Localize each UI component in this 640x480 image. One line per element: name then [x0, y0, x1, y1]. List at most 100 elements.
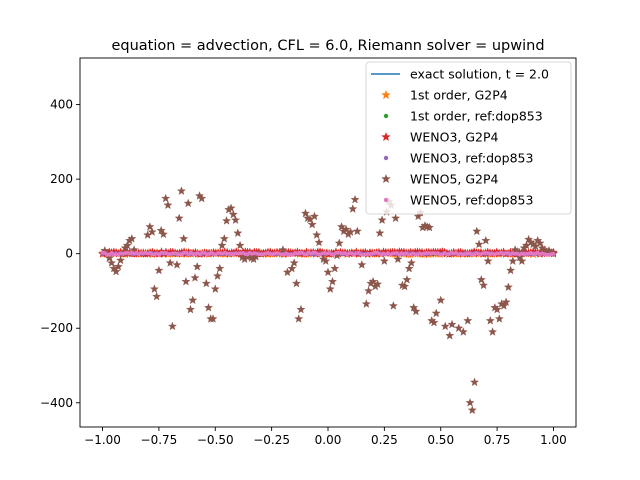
- data-point: [341, 224, 351, 234]
- x-tick-label: 0.75: [484, 433, 511, 447]
- data-point: [179, 233, 189, 243]
- data-point: [163, 200, 173, 210]
- x-tick-label: −0.25: [253, 433, 290, 447]
- data-point: [479, 280, 489, 290]
- data-point: [296, 304, 306, 314]
- data-point: [228, 209, 238, 219]
- data-point: [501, 297, 511, 306]
- data-point: [445, 330, 455, 340]
- data-point: [494, 314, 504, 323]
- data-point: [391, 213, 401, 223]
- data-point: [172, 260, 182, 269]
- data-point: [208, 314, 218, 323]
- data-point: [375, 228, 385, 238]
- data-point: [346, 227, 356, 236]
- x-tick-label: 0.25: [371, 433, 398, 447]
- data-point: [429, 317, 439, 327]
- data-point: [154, 265, 164, 275]
- data-point: [400, 281, 410, 291]
- data-point: [503, 282, 513, 292]
- data-point: [116, 255, 126, 265]
- legend-box: [365, 61, 572, 215]
- data-point: [165, 258, 175, 267]
- legend-swatch: [383, 155, 389, 161]
- data-point: [508, 256, 518, 265]
- legend-label: WENO3, ref:dop853: [410, 151, 533, 166]
- data-point: [377, 215, 387, 224]
- data-point: [447, 319, 457, 329]
- data-point: [409, 302, 419, 312]
- data-point: [212, 271, 223, 280]
- x-tick-label: −0.75: [141, 433, 178, 447]
- data-point: [402, 274, 412, 284]
- data-point: [440, 321, 450, 331]
- data-point: [458, 327, 468, 336]
- y-tick-label: −400: [40, 396, 73, 410]
- legend-label: WENO5, G2P4: [410, 172, 499, 187]
- data-point: [309, 211, 320, 221]
- data-point: [393, 254, 403, 264]
- data-point: [287, 263, 297, 273]
- data-point: [210, 284, 220, 293]
- legend-swatch: [381, 131, 391, 142]
- data-point: [515, 252, 525, 262]
- data-point: [357, 260, 367, 269]
- data-point: [323, 267, 333, 277]
- data-point: [226, 203, 236, 213]
- data-point: [217, 240, 227, 250]
- data-point: [368, 276, 378, 286]
- data-point: [325, 284, 335, 293]
- data-point: [472, 226, 482, 236]
- data-point: [454, 323, 464, 333]
- axes: −1.00 −0.75 −0.50 −0.25 0.00 0.25 0.50 0.75 1.00…: [40, 57, 577, 447]
- legend-label: 1st order, ref:dop853: [410, 109, 543, 124]
- data-point: [158, 229, 168, 239]
- data-point: [436, 295, 446, 305]
- data-point: [222, 216, 232, 225]
- data-point: [215, 263, 225, 273]
- data-point: [474, 239, 484, 249]
- data-point: [488, 327, 498, 336]
- x-tick-label: −0.50: [197, 433, 234, 447]
- series-6: [100, 250, 556, 257]
- data-point: [104, 253, 114, 263]
- data-point: [312, 230, 322, 239]
- data-point: [190, 273, 200, 282]
- data-point: [373, 279, 383, 289]
- data-point: [431, 308, 441, 318]
- x-tick-label: −1.00: [84, 433, 121, 447]
- data-point: [470, 377, 480, 387]
- data-point: [314, 237, 324, 247]
- data-point: [476, 274, 486, 284]
- data-point: [129, 245, 139, 254]
- data-point: [465, 397, 475, 407]
- data-point: [181, 276, 191, 286]
- data-point: [156, 225, 166, 235]
- data-point: [122, 240, 132, 250]
- legend-label: WENO5, ref:dop853: [410, 193, 533, 208]
- data-point: [176, 186, 186, 195]
- y-tick-label: −200: [40, 321, 73, 335]
- data-point: [107, 258, 117, 267]
- data-point: [388, 301, 398, 310]
- data-point: [219, 233, 229, 243]
- data-point: [197, 193, 207, 203]
- legend-swatch: [383, 197, 389, 203]
- x-tick-label: 0.00: [315, 433, 342, 447]
- data-point: [188, 295, 198, 305]
- legend-swatch: [381, 89, 391, 100]
- data-point: [127, 233, 137, 243]
- legend-swatch: [381, 173, 391, 184]
- data-point: [201, 278, 211, 288]
- legend-label: WENO3, G2P4: [410, 130, 499, 145]
- data-point: [361, 299, 371, 308]
- data-point: [113, 261, 123, 271]
- chart-title: equation = advection, CFL = 6.0, Riemann…: [111, 38, 544, 54]
- data-point: [535, 238, 545, 248]
- data-point: [291, 278, 301, 288]
- data-point: [483, 256, 493, 265]
- plot-area: [98, 186, 558, 415]
- data-point: [551, 251, 556, 256]
- data-point: [294, 314, 304, 323]
